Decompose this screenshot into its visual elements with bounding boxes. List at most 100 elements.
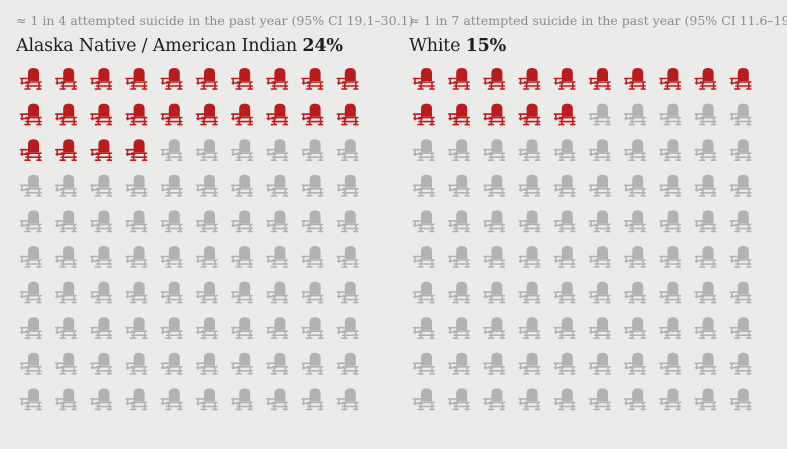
desk-icon: [301, 174, 324, 197]
desk-icon: [518, 210, 541, 233]
desk-icon: [623, 174, 646, 197]
desk-icon: [694, 317, 717, 339]
desk-icon: [588, 388, 611, 411]
desk-icon: [230, 246, 253, 268]
desk-icon: [125, 139, 148, 161]
chart-note: ≈ 1 in 4 attempted suicide in the past y…: [16, 13, 414, 28]
desk-icon: [447, 246, 471, 268]
desk-icon: [412, 281, 435, 304]
desk-icon: [266, 139, 289, 161]
desk-icon: [588, 352, 611, 375]
desk-icon: [90, 317, 113, 339]
desk-icon: [659, 281, 682, 304]
desk-icon: [336, 103, 359, 126]
desk-icon: [588, 103, 611, 126]
desk-icon: [447, 352, 471, 375]
desk-icon: [336, 246, 359, 268]
desk-icon: [160, 139, 183, 161]
desk-icon: [266, 246, 289, 268]
desk-icon: [447, 210, 471, 233]
desk-icon: [90, 388, 113, 411]
desk-icon: [729, 388, 752, 411]
desk-icon: [230, 317, 253, 339]
desk-icon: [518, 317, 541, 339]
desk-icon: [659, 139, 682, 161]
desk-icon: [266, 210, 289, 233]
desk-icon: [301, 210, 324, 233]
desk-icon: [518, 139, 541, 161]
desk-icon: [412, 388, 435, 411]
desk-icon: [694, 210, 717, 233]
desk-icon: [447, 317, 471, 339]
desk-icon: [483, 103, 506, 126]
desk-icon: [553, 103, 576, 126]
desk-icon: [90, 246, 113, 268]
desk-icon: [125, 317, 148, 339]
desk-icon: [160, 103, 183, 126]
desk-icon: [694, 174, 717, 197]
desk-icon: [54, 317, 78, 339]
desk-icon: [553, 246, 576, 268]
desk-icon: [90, 68, 113, 90]
desk-icon: [694, 139, 717, 161]
desk-icon: [336, 317, 359, 339]
percent-label: 15%: [465, 36, 507, 56]
desk-icon: [160, 68, 183, 90]
desk-icon: [412, 210, 435, 233]
desk-icon: [195, 317, 218, 339]
desk-icon: [230, 352, 253, 375]
desk-icon: [125, 281, 148, 304]
desk-icon: [160, 317, 183, 339]
desk-icon: [266, 317, 289, 339]
desk-icon: [54, 246, 78, 268]
desk-icon: [336, 210, 359, 233]
desk-icon: [160, 174, 183, 197]
desk-icon: [19, 352, 42, 375]
desk-icon: [659, 352, 682, 375]
desk-icon: [266, 281, 289, 304]
desk-icon: [729, 352, 752, 375]
desk-icon: [659, 68, 682, 90]
desk-icon: [54, 68, 78, 90]
desk-icon: [412, 103, 435, 126]
desk-icon: [447, 139, 471, 161]
desk-icon: [659, 210, 682, 233]
desk-icon: [336, 174, 359, 197]
desk-icon: [230, 139, 253, 161]
desk-icon: [729, 103, 752, 126]
desk-icon: [195, 210, 218, 233]
desk-icon: [623, 246, 646, 268]
desk-icon: [90, 139, 113, 161]
desk-icon: [195, 68, 218, 90]
desk-icon: [553, 317, 576, 339]
desk-icon: [588, 68, 611, 90]
desk-icon: [659, 388, 682, 411]
desk-icon: [518, 246, 541, 268]
desk-icon: [195, 103, 218, 126]
desk-icon: [54, 139, 78, 161]
desk-icon: [588, 317, 611, 339]
desk-icon: [553, 210, 576, 233]
desk-icon: [19, 174, 42, 197]
desk-icon: [90, 210, 113, 233]
desk-icon: [729, 210, 752, 233]
desk-icon: [447, 388, 471, 411]
desk-icon: [54, 103, 78, 126]
chart-title: White 15%: [409, 36, 506, 56]
desk-icon: [447, 281, 471, 304]
desk-icon: [195, 388, 218, 411]
desk-icon: [301, 68, 324, 90]
desk-icon: [160, 388, 183, 411]
desk-icon: [336, 352, 359, 375]
desk-icon: [336, 68, 359, 90]
desk-icon: [336, 139, 359, 161]
desk-icon: [623, 281, 646, 304]
desk-icon: [90, 352, 113, 375]
desk-icon: [125, 210, 148, 233]
desk-icon: [230, 174, 253, 197]
desk-icon: [623, 68, 646, 90]
desk-icon: [588, 281, 611, 304]
desk-icon: [412, 174, 435, 197]
desk-icon: [518, 352, 541, 375]
desk-icon: [518, 174, 541, 197]
